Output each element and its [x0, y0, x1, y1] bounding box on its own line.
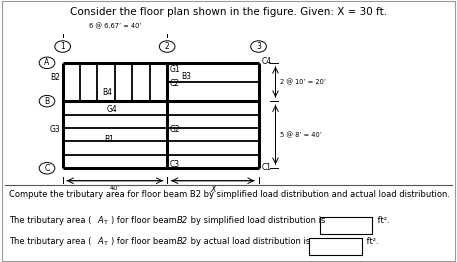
Text: ) for floor beam: ) for floor beam — [111, 216, 179, 225]
Text: B4: B4 — [102, 88, 112, 97]
Text: by actual load distribution is: by actual load distribution is — [188, 237, 311, 246]
Circle shape — [39, 57, 55, 69]
Text: B3: B3 — [181, 72, 191, 81]
Circle shape — [159, 41, 175, 52]
Text: G4: G4 — [107, 105, 117, 114]
Text: C1: C1 — [262, 163, 271, 172]
Text: A: A — [44, 58, 50, 67]
Text: A: A — [98, 237, 104, 246]
Circle shape — [55, 41, 70, 52]
Text: C3: C3 — [170, 160, 180, 169]
Text: C2: C2 — [170, 79, 180, 88]
Text: G3: G3 — [50, 125, 61, 134]
Text: T: T — [104, 220, 108, 225]
Text: Consider the floor plan shown in the figure. Given: X = 30 ft.: Consider the floor plan shown in the fig… — [70, 7, 387, 17]
Text: 6 @ 6.67’ = 40’: 6 @ 6.67’ = 40’ — [89, 22, 141, 29]
Text: 40’: 40’ — [110, 184, 120, 190]
Text: ft².: ft². — [364, 237, 379, 246]
Text: 2: 2 — [165, 42, 170, 51]
Text: C4: C4 — [262, 57, 272, 66]
Circle shape — [39, 95, 55, 107]
Text: G2: G2 — [170, 125, 181, 134]
Text: B2: B2 — [176, 237, 187, 246]
Text: X: X — [210, 184, 216, 194]
Text: ) for floor beam: ) for floor beam — [111, 237, 179, 246]
Circle shape — [39, 162, 55, 174]
Text: B2: B2 — [51, 73, 61, 82]
Text: ft².: ft². — [375, 216, 389, 225]
Text: 2 @ 10’ = 20’: 2 @ 10’ = 20’ — [280, 79, 326, 85]
Text: The tributary area (: The tributary area ( — [9, 237, 91, 246]
Text: G1: G1 — [170, 65, 181, 74]
Text: C: C — [44, 164, 50, 173]
Text: 1: 1 — [60, 42, 65, 51]
Text: 3: 3 — [256, 42, 261, 51]
Text: The tributary area (: The tributary area ( — [9, 216, 91, 225]
Text: T: T — [104, 241, 108, 246]
Text: A: A — [98, 216, 104, 225]
Text: B: B — [44, 97, 49, 106]
Circle shape — [251, 41, 266, 52]
Text: B1: B1 — [105, 135, 115, 144]
Text: by simplified load distribution is: by simplified load distribution is — [188, 216, 326, 225]
Text: Compute the tributary area for floor beam B2 by simplified load distribution and: Compute the tributary area for floor bea… — [9, 190, 450, 199]
Text: B2: B2 — [176, 216, 187, 225]
Text: 5 @ 8’ = 40’: 5 @ 8’ = 40’ — [280, 132, 322, 138]
